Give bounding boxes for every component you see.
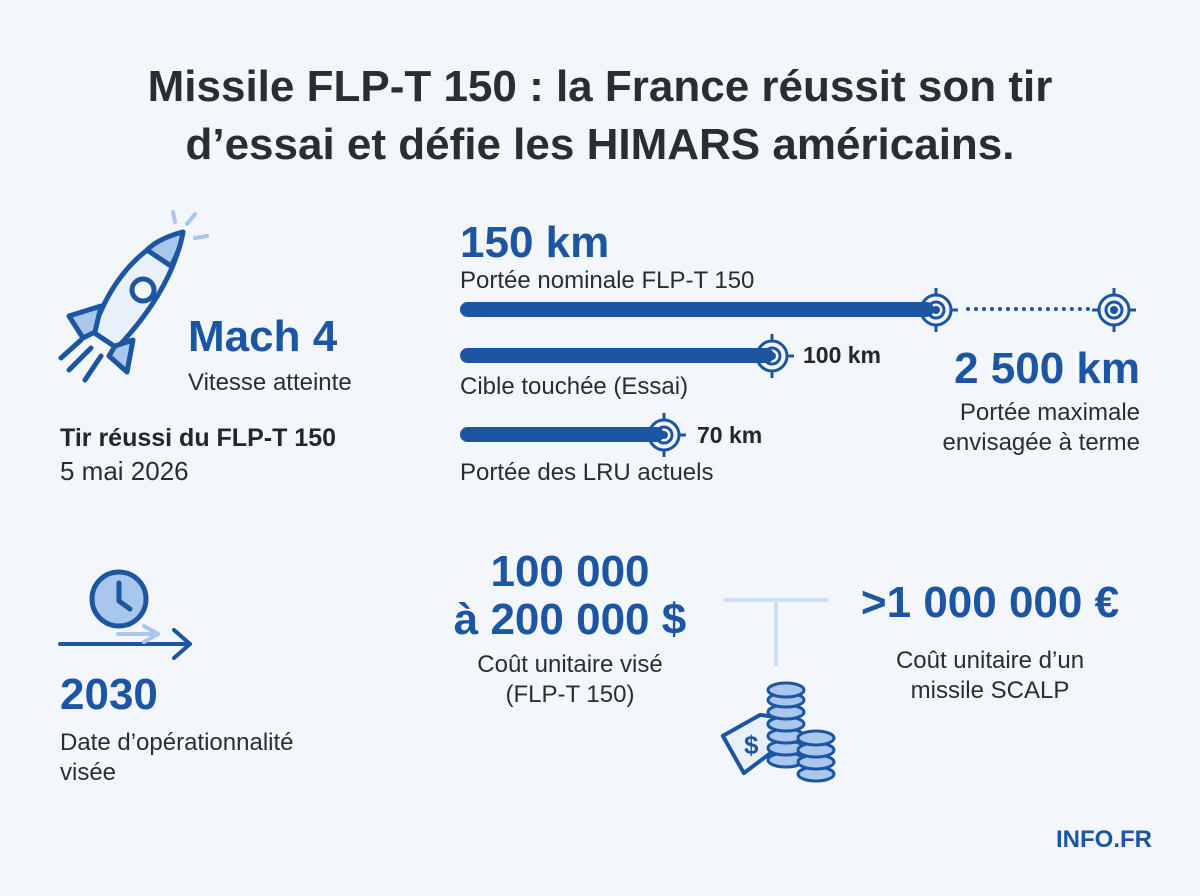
cost-flpt-value-2: à 200 000 $ xyxy=(453,595,687,644)
page-title: Missile FLP-T 150 : la France réussit so… xyxy=(0,58,1200,174)
range-test-label: Cible touchée (Essai) xyxy=(460,373,689,400)
title-line-1: Missile FLP-T 150 : la France réussit so… xyxy=(147,62,1053,111)
test-date: 5 mai 2026 xyxy=(60,456,189,486)
speed-label: Vitesse atteinte xyxy=(188,369,352,396)
range-nominal-label: Portée nominale FLP-T 150 xyxy=(460,267,755,294)
cost-flpt-label-1: Coût unitaire visé xyxy=(477,651,663,678)
range-max-value: 2 500 km xyxy=(954,344,1140,393)
range-max-dotted-line xyxy=(966,307,1090,311)
range-max-label-1: Portée maximale xyxy=(959,399,1140,426)
test-heading: Tir réussi du FLP-T 150 xyxy=(60,424,337,452)
range-max-label-2: envisagée à terme xyxy=(942,429,1140,456)
speed-value: Mach 4 xyxy=(188,312,338,361)
operational-year: 2030 xyxy=(60,670,158,719)
brand-logo: INFO.FR xyxy=(1056,826,1152,853)
range-lru-label: Portée des LRU actuels xyxy=(460,459,714,486)
range-test-bar xyxy=(460,348,774,363)
target-icon xyxy=(750,334,794,378)
title-line-2: d’essai et défie les HIMARS américains. xyxy=(185,120,1015,169)
target-icon xyxy=(1092,288,1136,332)
range-lru-bar xyxy=(460,427,664,442)
cost-scalp-label-2: missile SCALP xyxy=(910,677,1070,704)
cost-connector-vertical xyxy=(774,600,778,666)
coin-stack-icon xyxy=(766,681,836,783)
operational-label-1: Date d’opérationnalité xyxy=(60,729,294,756)
operational-label-2: visée xyxy=(60,759,117,786)
range-lru-value: 70 km xyxy=(697,422,763,448)
range-nominal-value: 150 km xyxy=(460,218,610,267)
cost-flpt-value-1: 100 000 xyxy=(490,547,650,596)
clock-icon xyxy=(89,569,149,629)
range-test-value: 100 km xyxy=(803,342,882,368)
arrow-right-icon xyxy=(58,624,192,660)
cost-flpt-label-2: (FLP-T 150) xyxy=(505,681,635,708)
cost-scalp-label-1: Coût unitaire d’un xyxy=(895,647,1085,674)
target-icon xyxy=(642,413,686,457)
rocket-icon xyxy=(58,210,209,383)
target-icon xyxy=(914,288,958,332)
cost-scalp-value: >1 000 000 € xyxy=(860,578,1120,627)
svg-text:$: $ xyxy=(744,730,759,760)
range-nominal-bar xyxy=(460,302,934,317)
